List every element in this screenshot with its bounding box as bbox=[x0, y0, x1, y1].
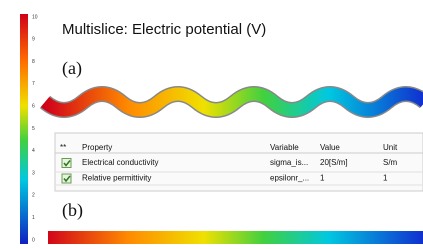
colorbar-tick-label: 4 bbox=[32, 148, 35, 154]
colorbar-tick-label: 10 bbox=[32, 14, 38, 20]
column-header: Unit bbox=[383, 143, 398, 152]
column-header: Property bbox=[82, 143, 112, 152]
colorbar-tick-label: 9 bbox=[32, 37, 35, 43]
colorbar-tick-label: 6 bbox=[32, 104, 35, 110]
checkbox[interactable] bbox=[62, 174, 71, 183]
table-cell: S/m bbox=[383, 158, 398, 167]
table-cell: Relative permittivity bbox=[82, 174, 151, 183]
colorbar-tick-label: 7 bbox=[32, 81, 35, 87]
table-cell: 1 bbox=[320, 174, 325, 183]
table-cell: Electrical conductivity bbox=[82, 158, 158, 167]
colorbar-tick-label: 2 bbox=[32, 193, 35, 199]
table-cell: 20[S/m] bbox=[320, 158, 348, 167]
column-header: Variable bbox=[270, 143, 299, 152]
panel-label: (b) bbox=[62, 200, 83, 221]
title: Multislice: Electric potential (V) bbox=[62, 21, 266, 38]
colorbar-tick-label: 8 bbox=[32, 59, 35, 65]
colorbar bbox=[20, 14, 28, 244]
checkbox[interactable] bbox=[62, 159, 71, 168]
table-cell: 1 bbox=[383, 174, 388, 183]
table-cell: sigma_is... bbox=[270, 158, 308, 167]
colorbar-tick-label: 3 bbox=[32, 170, 35, 176]
colorbar-tick-label: 0 bbox=[32, 237, 35, 243]
bar-domain bbox=[48, 231, 423, 244]
panel-label: (a) bbox=[62, 58, 82, 79]
table-cell: epsilonr_... bbox=[270, 174, 309, 183]
colorbar-tick-label: 1 bbox=[32, 215, 35, 221]
column-header: Value bbox=[320, 143, 340, 152]
colorbar-tick-label: 5 bbox=[32, 126, 35, 132]
column-header: ** bbox=[60, 143, 66, 152]
